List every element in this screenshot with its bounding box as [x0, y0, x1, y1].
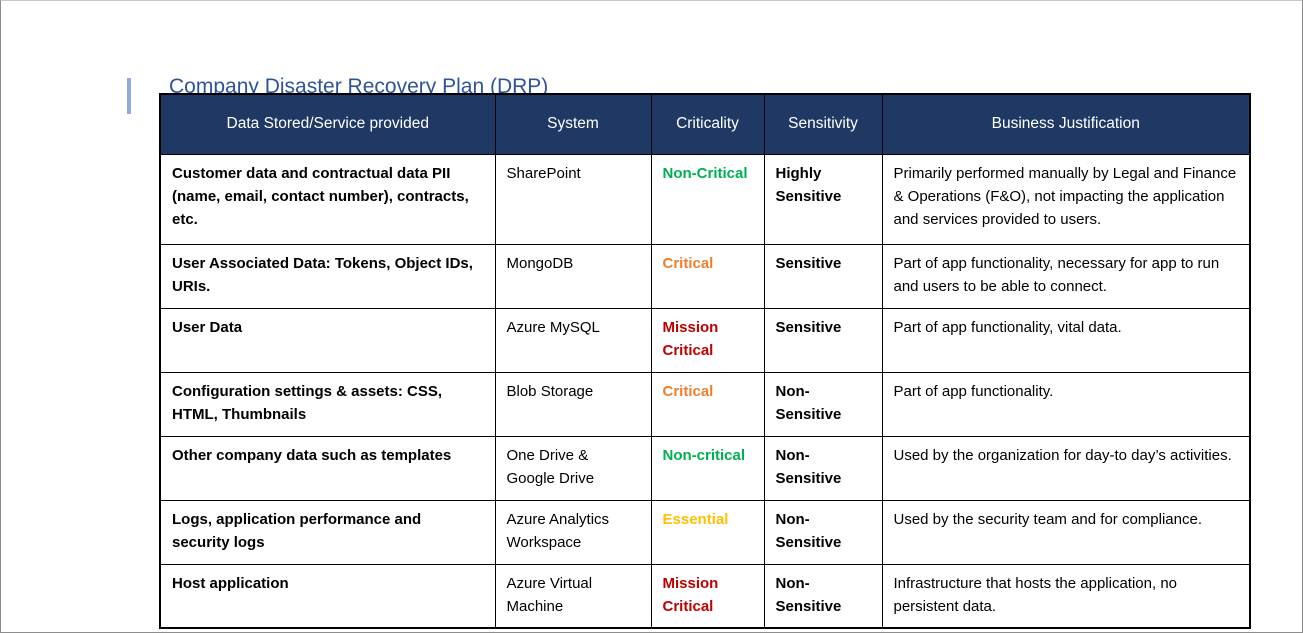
cell-criticality: Essential — [650, 499, 765, 565]
table-row: Host application Azure Virtual Machine M… — [159, 563, 1251, 629]
cell-sensitivity: Sensitive — [763, 243, 883, 309]
table-row: User Associated Data: Tokens, Object IDs… — [159, 243, 1251, 309]
cell-justification: Used by the security team and for compli… — [881, 499, 1251, 565]
table-row: Customer data and contractual data PII (… — [159, 153, 1251, 245]
cell-system: Azure MySQL — [494, 307, 652, 373]
cell-justification: Primarily performed manually by Legal an… — [881, 153, 1251, 245]
column-header-system: System — [494, 93, 652, 155]
cell-system: Azure Analytics Workspace — [494, 499, 652, 565]
table-row: Configuration settings & assets: CSS, HT… — [159, 371, 1251, 437]
cell-criticality: Critical — [650, 371, 765, 437]
cell-service: Other company data such as templates — [159, 435, 496, 501]
cell-criticality: Critical — [650, 243, 765, 309]
page-title: Company Disaster Recovery Plan (DRP) — [169, 75, 549, 98]
cell-sensitivity: Sensitive — [763, 307, 883, 373]
cell-service: Configuration settings & assets: CSS, HT… — [159, 371, 496, 437]
column-header-business-justification: Business Justification — [881, 93, 1251, 155]
cell-system: MongoDB — [494, 243, 652, 309]
cell-sensitivity: Non-Sensitive — [763, 435, 883, 501]
cell-sensitivity: Non-Sensitive — [763, 563, 883, 629]
cell-justification: Part of app functionality. — [881, 371, 1251, 437]
cell-sensitivity: Highly Sensitive — [763, 153, 883, 245]
cell-justification: Infrastructure that hosts the applicatio… — [881, 563, 1251, 629]
cell-criticality: Non-critical — [650, 435, 765, 501]
cell-criticality: Mission Critical — [650, 307, 765, 373]
cell-system: SharePoint — [494, 153, 652, 245]
cell-service: Logs, application performance and securi… — [159, 499, 496, 565]
cell-system: Blob Storage — [494, 371, 652, 437]
cell-criticality: Mission Critical — [650, 563, 765, 629]
table-row: Logs, application performance and securi… — [159, 499, 1251, 565]
cell-service: Customer data and contractual data PII (… — [159, 153, 496, 245]
cell-service: User Data — [159, 307, 496, 373]
cell-sensitivity: Non-Sensitive — [763, 371, 883, 437]
cell-justification: Part of app functionality, necessary for… — [881, 243, 1251, 309]
table-row: User Data Azure MySQL Mission Critical S… — [159, 307, 1251, 373]
cell-system: Azure Virtual Machine — [494, 563, 652, 629]
column-header-sensitivity: Sensitivity — [763, 93, 883, 155]
column-header-criticality: Criticality — [650, 93, 765, 155]
cell-justification: Part of app functionality, vital data. — [881, 307, 1251, 373]
heading-accent-bar — [127, 78, 131, 114]
cell-service: Host application — [159, 563, 496, 629]
column-header-data-stored: Data Stored/Service provided — [159, 93, 496, 155]
table-row: Other company data such as templates One… — [159, 435, 1251, 501]
cell-criticality: Non-Critical — [650, 153, 765, 245]
cell-justification: Used by the organization for day-to day’… — [881, 435, 1251, 501]
data-inventory-table: Data Stored/Service provided System Crit… — [159, 93, 1251, 629]
cell-service: User Associated Data: Tokens, Object IDs… — [159, 243, 496, 309]
cell-system: One Drive & Google Drive — [494, 435, 652, 501]
cell-sensitivity: Non-Sensitive — [763, 499, 883, 565]
table-header-row: Data Stored/Service provided System Crit… — [159, 93, 1251, 155]
